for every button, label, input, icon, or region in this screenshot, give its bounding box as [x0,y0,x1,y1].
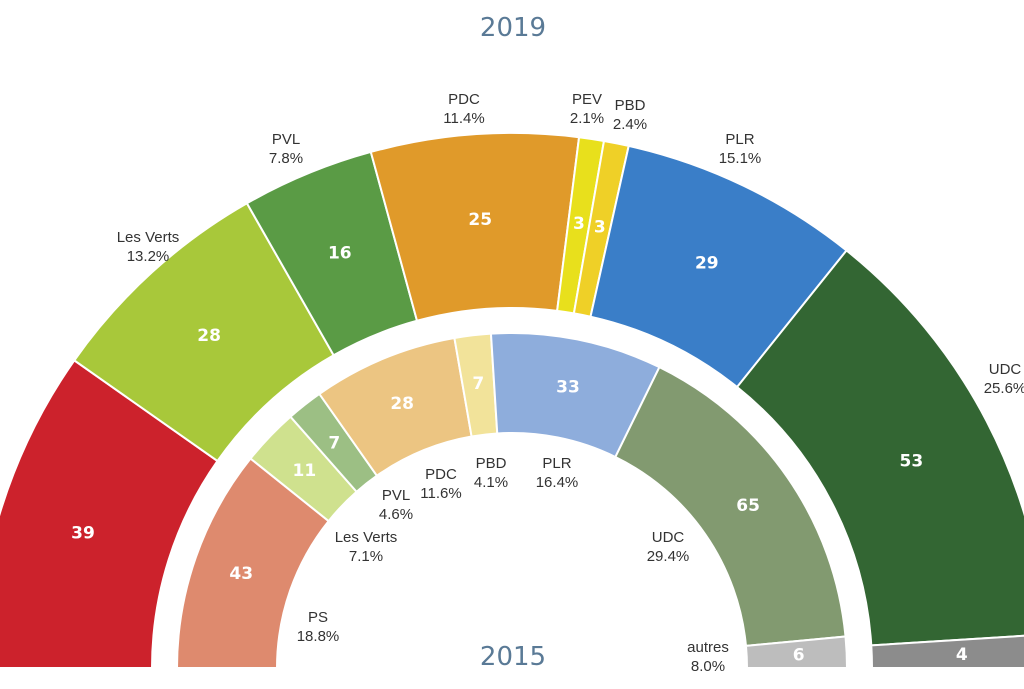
outer-party-name-pdc: PDC [448,91,480,108]
outer-seat-count-ps: 39 [71,523,95,543]
outer-party-label-plr: PLR 15.1% [719,131,762,167]
inner-ring-2015: 43 PS 18.8% 11 Les Verts 7.1% 7 PVL 4.6% 28 PDC 11.… [175,332,849,675]
outer-party-percent-udc: 25.6% [984,380,1024,397]
inner-party-name-udc: UDC [652,529,685,546]
outer-seat-count-pdc: 25 [468,210,492,230]
outer-party-name-pev: PEV [572,91,602,108]
outer-party-percent-pdc: 11.4% [443,110,484,127]
inner-seat-count-ps: 43 [229,564,253,584]
inner-seat-count-autres: 6 [793,645,805,665]
inner-party-name-pvl: PVL [382,487,410,504]
inner-ring-year-title: 2015 [480,642,546,672]
outer-party-name-udc: UDC [989,361,1022,378]
inner-party-label-plr: PLR 16.4% [536,455,579,491]
outer-party-percent-pev: 2.1% [570,110,604,127]
inner-seat-count-pvl: 7 [328,434,340,454]
inner-party-percent-autres: 8.0% [691,658,725,675]
outer-party-percent-pvl: 7.8% [269,150,303,167]
outer-party-label-pdc: PDC 11.4% [443,91,484,127]
outer-party-label-udc: UDC 25.6% [984,361,1024,397]
outer-seat-count-pbd: 3 [594,218,606,238]
inner-party-label-autres: autres 8.0% [687,639,729,675]
inner-party-name-plr: PLR [542,455,571,472]
inner-party-name-autres: autres [687,639,729,656]
outer-party-percent-plr: 15.1% [719,150,762,167]
inner-party-label-udc: UDC 29.4% [647,529,690,565]
outer-seat-count-pvl: 16 [328,243,352,263]
outer-party-name-les-verts: Les Verts [117,229,180,246]
outer-party-name-pbd: PBD [615,97,646,114]
inner-seat-count-pdc: 28 [390,394,414,414]
inner-party-percent-pbd: 4.1% [474,474,508,491]
outer-ring-year-title: 2019 [480,13,546,43]
inner-party-percent-pdc: 11.6% [420,485,461,502]
outer-party-label-pbd: PBD 2.4% [613,97,647,133]
outer-party-percent-pbd: 2.4% [613,116,647,133]
outer-segment-udc [735,249,1024,647]
inner-party-percent-pvl: 4.6% [379,506,413,523]
inner-party-label-les-verts: Les Verts 7.1% [335,529,398,565]
inner-party-percent-plr: 16.4% [536,474,579,491]
outer-party-name-plr: PLR [725,131,754,148]
outer-party-label-pev: PEV 2.1% [570,91,604,127]
inner-party-percent-ps: 18.8% [297,628,340,645]
inner-seat-count-les-verts: 11 [292,461,316,481]
outer-segment-autres [870,634,1024,669]
inner-party-label-pbd: PBD 4.1% [474,455,508,491]
inner-party-name-ps: PS [308,609,328,626]
inner-party-label-ps: PS 18.8% [297,609,340,645]
outer-seat-count-les-verts: 28 [197,326,221,346]
inner-seat-count-pbd: 7 [472,374,484,394]
outer-party-name-pvl: PVL [272,131,300,148]
inner-seat-count-plr: 33 [556,378,580,398]
inner-party-label-pdc: PDC 11.6% [420,466,461,502]
inner-party-name-les-verts: Les Verts [335,529,398,546]
inner-seat-count-udc: 65 [736,496,760,516]
outer-ring-2019: 39 28 Les Verts 13.2% 16 PVL 7.8% 25 PDC 11.4% 3 PE… [0,91,1024,669]
outer-party-label-les-verts: Les Verts 13.2% [117,229,180,265]
inner-party-name-pbd: PBD [476,455,507,472]
outer-party-label-pvl: PVL 7.8% [269,131,303,167]
inner-party-percent-les-verts: 7.1% [349,548,383,565]
inner-segment-autres [744,635,849,669]
outer-seat-count-pev: 3 [573,214,585,234]
outer-seat-count-plr: 29 [695,253,719,273]
outer-party-percent-les-verts: 13.2% [127,248,170,265]
inner-party-label-pvl: PVL 4.6% [379,487,413,523]
outer-seat-count-udc: 53 [900,452,924,472]
inner-party-percent-udc: 29.4% [647,548,690,565]
inner-party-name-pdc: PDC [425,466,457,483]
outer-seat-count-autres: 4 [956,645,968,665]
